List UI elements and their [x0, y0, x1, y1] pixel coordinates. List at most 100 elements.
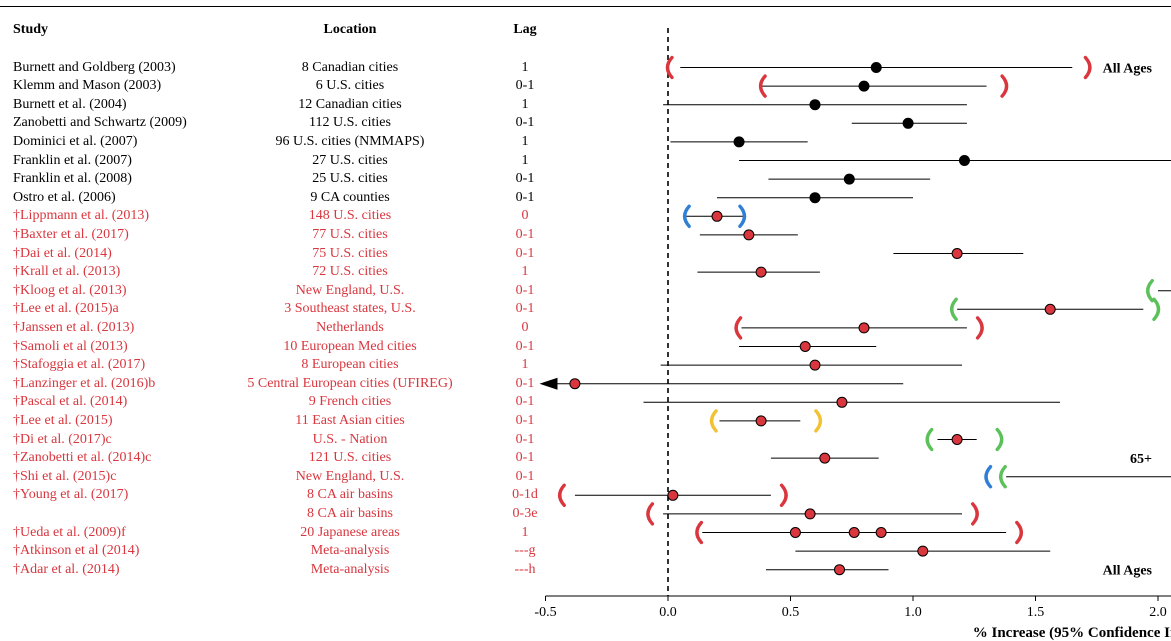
ci-bracket-left — [984, 465, 993, 489]
point-estimate — [809, 99, 821, 111]
table-row: †Zanobetti et al. (2014)c 121 U.S. cities… — [0, 449, 600, 467]
x-tick-label: -0.5 — [534, 605, 556, 620]
study-location: 96 U.S. cities (NMMAPS) — [275, 133, 425, 149]
study-location: 72 U.S. cities — [312, 264, 388, 280]
study-name: †Shi et al. (2015)c — [13, 468, 117, 484]
study-location: 12 Canadian cities — [298, 96, 402, 112]
ci-bracket-left — [709, 409, 718, 433]
study-name: †Pascal et al. (2014) — [13, 394, 128, 410]
study-lag: 0 — [521, 319, 529, 335]
header-location: Location — [323, 22, 377, 37]
header-study: Study — [13, 22, 49, 37]
point-estimate — [875, 527, 887, 538]
header-lag: Lag — [513, 22, 537, 37]
ci-bracket-right — [779, 483, 788, 507]
study-location: U.S. - Nation — [312, 431, 388, 447]
study-lag: 1 — [521, 96, 529, 112]
point-estimate — [848, 527, 860, 538]
group-label: 65+ — [1130, 452, 1152, 467]
study-location: 112 U.S. cities — [309, 115, 391, 131]
study-location: 25 U.S. cities — [312, 171, 388, 187]
table-row: †Janssen et al. (2013) Netherlands 0 — [0, 319, 600, 337]
table-row: †Dai et al. (2014) 75 U.S. cities 0-1 — [0, 245, 600, 263]
x-tick-label: 0.5 — [782, 605, 800, 620]
point-estimate — [902, 117, 914, 129]
table-row: Burnett et al. (2004) 12 Canadian cities 1 — [0, 96, 600, 114]
point-estimate — [958, 155, 970, 166]
table-row: †Kloog et al. (2013) New England, U.S. 0-1 — [0, 282, 600, 300]
study-name: Ostro et al. (2006) — [13, 189, 116, 205]
table-row: †Shi et al. (2015)c New England, U.S. 0-1 — [0, 468, 600, 486]
table-row: †Baxter et al. (2017) 77 U.S. cities 0-1 — [0, 226, 600, 244]
study-location: New England, U.S. — [295, 282, 405, 298]
table-row: †Stafoggia et al. (2017) 8 European citie… — [0, 356, 600, 374]
ci-bracket-left — [734, 316, 743, 340]
table-row: †Lee et al. (2015) 11 East Asian cities 0-… — [0, 412, 600, 430]
ci-bracket-right — [995, 427, 1004, 452]
table-row: †Krall et al. (2013) 72 U.S. cities 1 — [0, 263, 600, 281]
study-name: Franklin et al. (2008) — [13, 171, 132, 187]
study-name: Burnett and Goldberg (2003) — [13, 59, 176, 75]
table-row: †Lee et al. (2015)a 3 Southeast states, U… — [0, 300, 600, 318]
study-lag: 1 — [521, 264, 529, 280]
study-location: 8 CA air basins — [307, 505, 393, 521]
study-lag: ---h — [514, 561, 536, 577]
ci-arrow-left — [539, 377, 558, 390]
table-row: Dominici et al. (2007) 96 U.S. cities (NM… — [0, 133, 600, 151]
study-lag: 0-1 — [515, 78, 535, 94]
point-estimate — [843, 173, 855, 185]
table-row: Burnett and Goldberg (2003) 8 Canadian ci… — [0, 59, 600, 77]
ci-bracket-left — [925, 427, 934, 452]
study-lag: 0-3e — [512, 505, 538, 521]
study-lag: 0-1 — [515, 450, 535, 466]
table-row: †Adar et al. (2014) Meta-analysis ---h — [0, 561, 600, 579]
study-location: 9 French cities — [308, 394, 392, 410]
study-name: †Ueda et al. (2009)f — [13, 524, 126, 540]
point-estimate — [667, 489, 679, 501]
study-name: †Lee et al. (2015) — [13, 412, 113, 428]
point-estimate — [834, 564, 845, 576]
point-estimate — [755, 266, 767, 278]
point-estimate — [917, 545, 929, 557]
study-location: Meta-analysis — [310, 561, 390, 577]
study-name: †Young et al. (2017) — [13, 487, 129, 503]
study-lag: 0-1 — [515, 171, 535, 187]
point-estimate — [819, 452, 831, 464]
study-lag: 0-1 — [515, 282, 535, 298]
study-lag: 0-1d — [512, 487, 538, 503]
study-location: 20 Japanese areas — [300, 524, 400, 540]
point-estimate — [743, 229, 755, 241]
study-name: †Zanobetti et al. (2014)c — [13, 450, 152, 466]
study-name: Dominici et al. (2007) — [13, 133, 138, 149]
study-lag: 1 — [521, 59, 529, 75]
ci-bracket-left — [695, 520, 704, 545]
x-tick-label: 1.5 — [1027, 605, 1045, 620]
study-name: †Baxter et al. (2017) — [13, 226, 129, 242]
study-lag: 1 — [521, 524, 529, 540]
study-lag: 0-1 — [515, 375, 535, 391]
point-estimate — [799, 341, 811, 352]
ci-bracket-right — [814, 409, 823, 433]
point-estimate — [804, 508, 816, 520]
point-estimate — [809, 359, 821, 371]
table-row: Klemm and Mason (2003) 6 U.S. cities 0-1 — [0, 77, 600, 95]
study-location: 27 U.S. cities — [312, 152, 388, 168]
point-estimate — [836, 396, 848, 408]
study-lag: 1 — [521, 152, 529, 168]
study-location: 148 U.S. cities — [308, 208, 392, 224]
ci-bracket-right — [1000, 74, 1009, 98]
ci-bracket-left — [999, 465, 1007, 489]
study-name: †Di et al. (2017)c — [13, 431, 112, 447]
study-location: 121 U.S. cities — [308, 450, 392, 466]
study-name: Franklin et al. (2007) — [13, 152, 132, 168]
study-name: †Janssen et al. (2013) — [13, 319, 135, 335]
ci-bracket-right — [971, 502, 979, 526]
ci-bracket-left — [682, 204, 691, 228]
point-estimate — [858, 80, 870, 92]
study-lag: 0-1 — [515, 115, 535, 131]
study-name: †Lanzinger et al. (2016)b — [13, 375, 156, 391]
x-tick-label: 1.0 — [904, 605, 922, 620]
table-row: †Young et al. (2017) 8 CA air basins 0-1d — [0, 486, 600, 504]
